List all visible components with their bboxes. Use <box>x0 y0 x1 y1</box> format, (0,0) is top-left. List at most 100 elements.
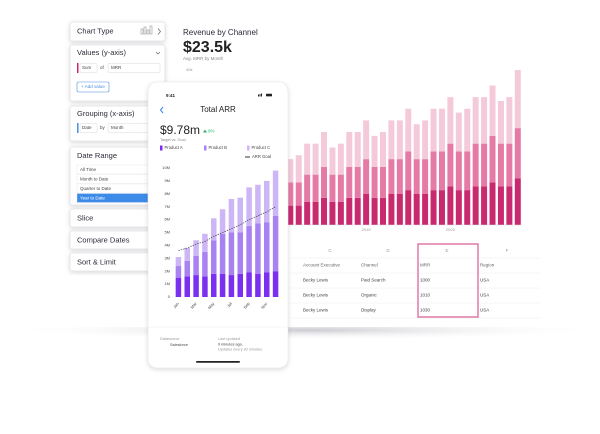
bar-segment <box>312 174 319 202</box>
bar-segment <box>497 143 504 187</box>
phone-value: $9.78m <box>160 123 200 137</box>
bar-segment <box>438 190 445 225</box>
table-cell: Becky Lewis <box>303 278 329 283</box>
table-cell: Paid Search <box>361 278 386 283</box>
table-cell: 1010 <box>420 293 431 298</box>
phone-caption: Target vs. Goal <box>160 138 186 142</box>
bar-segment <box>337 201 344 225</box>
bar-segment <box>175 266 182 278</box>
bar-segment <box>481 97 488 144</box>
status-icons <box>258 93 272 97</box>
bar-segment <box>321 166 328 198</box>
bar-segment <box>287 182 294 206</box>
x-tick-label: 2020 <box>446 227 456 232</box>
bar-segment <box>430 108 437 152</box>
bar-segment <box>211 273 217 297</box>
legend-label: Product A <box>165 145 183 150</box>
bar-segment <box>329 174 336 202</box>
bar-segment <box>379 166 386 198</box>
bar-segment <box>497 186 504 225</box>
field-dropdown[interactable] <box>107 63 161 73</box>
legend-swatch <box>160 145 163 151</box>
table-cell: Display <box>361 308 377 313</box>
bar-segment <box>329 147 336 175</box>
add-value-button[interactable] <box>76 81 110 93</box>
bar-segment <box>237 197 243 233</box>
section-title: Slice <box>77 213 93 222</box>
series-color <box>77 63 79 73</box>
bar-segment <box>202 276 208 297</box>
group-dropdown[interactable] <box>79 123 98 133</box>
status-time: 9:41 <box>166 93 176 98</box>
updated-label: Last updated <box>218 337 240 341</box>
chart-icon <box>140 25 153 35</box>
bar-segment <box>264 222 270 273</box>
by-label: by <box>100 125 106 130</box>
bar-segment <box>379 197 386 225</box>
phone-frame <box>147 81 289 369</box>
x-tick-label: May <box>207 301 216 310</box>
bar-segment <box>405 151 412 191</box>
bar-segment <box>438 108 445 152</box>
bar-segment <box>514 70 521 129</box>
table-cell: Account Executive <box>303 263 341 268</box>
bar-segment <box>287 205 294 225</box>
date-option-label: Year to Date <box>80 195 105 200</box>
bar-segment <box>472 186 479 225</box>
bar-segment <box>379 132 386 167</box>
sidebar: Chart Type Values (y-axis) Sum of MRR + … <box>69 21 166 272</box>
date-option-label: All Time <box>80 167 97 172</box>
table-cell: Channel <box>361 263 378 268</box>
table-cell: USA <box>480 308 489 313</box>
y-tick-label: 2M <box>164 268 170 273</box>
y-tick-label: 3M <box>164 255 170 260</box>
bar-segment <box>405 190 412 225</box>
updated: 9 minutes ago, <box>218 343 243 347</box>
goal-line <box>178 206 276 251</box>
bar-segment <box>422 159 429 194</box>
column-highlight <box>417 243 479 318</box>
chart-type-box[interactable] <box>69 21 166 42</box>
bar-segment <box>396 120 403 160</box>
phone-change: 9% <box>208 128 215 133</box>
bar-segment <box>413 159 420 194</box>
bar-segment <box>193 255 199 276</box>
of-label: of <box>100 65 105 70</box>
bar-segment <box>219 209 226 234</box>
x-tick-label: Jan <box>172 301 180 309</box>
bar-segment <box>237 273 243 297</box>
sections: Slice Compare Dates Sort & Limit <box>69 208 166 272</box>
dashboard-value: $23.5k <box>183 39 232 56</box>
bar-segment <box>422 120 429 160</box>
bar-segment <box>464 108 471 152</box>
bar-segment <box>506 97 513 144</box>
bar-segment <box>363 159 370 194</box>
back-button[interactable] <box>159 106 164 114</box>
section-title: Sort & Limit <box>77 257 117 266</box>
bar-segment <box>211 218 217 241</box>
bar-segment <box>514 178 521 225</box>
bar-segment <box>396 194 403 225</box>
table-cell: MRR <box>420 263 431 268</box>
bar-segment <box>438 151 445 191</box>
bar-segment <box>506 186 513 225</box>
bar-segment <box>371 166 378 198</box>
agg-dropdown[interactable] <box>79 63 98 73</box>
bar-segment <box>295 155 302 183</box>
bar-segment <box>464 190 471 225</box>
section-title: Grouping (x-axis) <box>77 109 135 118</box>
bar-segment <box>396 159 403 194</box>
bar-segment <box>255 184 261 224</box>
bar-segment <box>184 247 190 261</box>
bar-segment <box>489 135 496 183</box>
bar-segment <box>246 272 252 297</box>
bar-segment <box>272 215 279 272</box>
bar-segment <box>193 240 199 256</box>
field: MRR <box>111 65 122 70</box>
bar-segment <box>447 186 454 225</box>
bar-segment <box>472 143 479 187</box>
x-tick-label: Sep <box>242 301 251 310</box>
bar-segment <box>312 201 319 225</box>
bar-segment <box>447 97 454 144</box>
legend-label: Product C <box>252 145 271 150</box>
